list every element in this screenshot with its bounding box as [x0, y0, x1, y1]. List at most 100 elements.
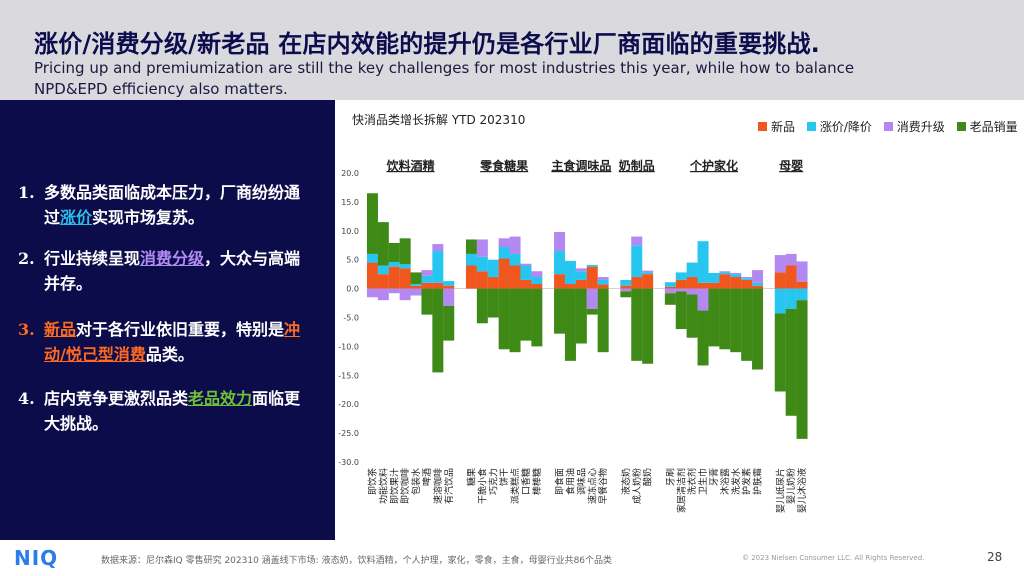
bar-segment-premium [686, 288, 698, 295]
bar-segment-old [686, 294, 698, 338]
bar-segment-old [421, 288, 433, 315]
group-label: 零食糖果 [479, 158, 528, 173]
bar-segment-premium [597, 277, 609, 280]
key-point-text-part: 品类。 [145, 345, 194, 364]
bar-segment-price [366, 253, 378, 263]
legend-item-old: 老品销量 [956, 118, 1018, 135]
category-label: 液态奶 [620, 468, 632, 495]
bar-segment-premium [410, 288, 422, 296]
y-tick-label: 20.0 [341, 169, 359, 178]
category-label: 干脆小食 [476, 468, 488, 504]
legend-label: 新品 [771, 120, 796, 134]
bar-segment-new [774, 272, 786, 289]
key-point-text: 行业持续呈现消费分级，大众与高端并存。 [44, 246, 314, 296]
category-label: 有汽饮品 [443, 468, 455, 504]
bar-segment-price [597, 279, 609, 285]
bar-segment-premium [554, 231, 566, 252]
bar-segment-premium [509, 236, 521, 254]
bar-segment-price [465, 253, 477, 266]
group-label: 奶制品 [619, 158, 655, 173]
key-point-text-part: 面临更大挑战。 [44, 389, 301, 433]
bar-segment-old [620, 291, 632, 298]
category-label: 棒棒糖 [531, 468, 543, 495]
bar-segment-price [531, 277, 543, 284]
category-label: 护肤霜 [752, 468, 764, 495]
key-point-text-part: 多数品类面临成本压力，厂商纷纷通过 [44, 183, 301, 227]
category-label: 家居清洁剂 [675, 468, 687, 513]
bar-segment-price [388, 262, 400, 267]
bar-segment-premium [476, 239, 488, 257]
category-label: 婴儿纸尿片 [774, 468, 786, 513]
category-label: 巧克力 [487, 468, 499, 495]
key-point-text-part: 实现市场复苏。 [92, 208, 205, 227]
bar-segment-price [631, 245, 643, 278]
bar-segment-new [796, 281, 808, 289]
legend-label: 消费升级 [896, 120, 945, 134]
bar-segment-price [642, 272, 654, 275]
bar-segment-price [675, 272, 687, 280]
bar-segment-price [476, 256, 488, 272]
bar-segment-price [697, 241, 709, 283]
bar-segment-price [664, 282, 676, 287]
group-label: 主食调味品 [551, 158, 611, 173]
bar-segment-price [708, 272, 720, 283]
bar-segment-price [487, 259, 499, 278]
bar-segment-old [388, 242, 400, 263]
bar-segment-new [664, 286, 676, 289]
bar-segment-new [620, 285, 632, 289]
key-point-text: 多数品类面临成本压力，厂商纷纷通过涨价实现市场复苏。 [44, 180, 314, 230]
y-tick-label: -15.0 [338, 371, 359, 380]
bar-segment-premium [719, 271, 731, 273]
bar-segment-new [697, 282, 709, 289]
page-number: 28 [987, 550, 1003, 564]
bar-segment-new [730, 277, 742, 289]
bar-segment-new [708, 282, 720, 289]
bar-segment-old [498, 288, 510, 350]
bar-segment-new [509, 265, 521, 289]
bar-segment-old [774, 313, 786, 392]
niq-logo: NIQ [14, 546, 59, 570]
category-label: 即饮咖啡 [399, 468, 411, 504]
category-label: 即饮茶 [366, 468, 378, 495]
bar-segment-old [664, 293, 676, 305]
bar-segment-old [586, 308, 598, 315]
copyright-note: © 2023 Nielsen Consumer LLC. All Rights … [742, 554, 925, 562]
bar-segment-price [741, 278, 753, 280]
category-label: 婴儿奶粉 [785, 468, 797, 504]
bar-segment-price [575, 271, 587, 280]
bar-segment-premium [377, 288, 389, 301]
bar-segment-premium [697, 288, 709, 311]
growth-breakdown-chart: 20.0 15.0 10.0 5.0 0.0 -5.0 -10.0 -15.0 -20.0 -25… [338, 158, 808, 513]
bar-segment-old [476, 288, 488, 324]
key-point-number: 1. [18, 183, 35, 202]
data-source-note: 数据来源：尼尔森IQ 零售研究 202310 涵盖线下市场: 液态奶，饮料酒精，… [101, 556, 613, 566]
category-label: 糖果 [465, 468, 477, 486]
key-point-text-part: 店内竞争更激烈品类 [44, 389, 189, 408]
bar-segment-premium [796, 261, 808, 282]
key-point-number: 4. [18, 389, 35, 408]
bar-segment-new [476, 271, 488, 289]
category-label: 即食面 [554, 468, 566, 495]
category-label: 食用油 [564, 468, 576, 495]
highlight-existing-products: 老品效力 [188, 389, 253, 408]
bar-segment-new [421, 282, 433, 289]
category-label: 洗发水 [730, 468, 742, 495]
bar-segment-new [675, 279, 687, 289]
bar-segment-old [752, 288, 764, 370]
legend-item-premium: 消费升级 [883, 118, 945, 135]
bar-segment-premium [432, 244, 444, 252]
bar-segment-premium [575, 268, 587, 272]
bar-segment-old [697, 310, 709, 366]
bar-segment-premium [741, 277, 753, 279]
highlight-new-products: 新品 [44, 320, 77, 339]
category-label: 卫生巾 [697, 468, 709, 495]
bar-segment-price [730, 274, 742, 278]
bar-segment-price [752, 282, 764, 286]
key-points-panel: 1. 多数品类面临成本压力，厂商纷纷通过涨价实现市场复苏。 2. 行业持续呈现消… [0, 100, 335, 540]
bar-segment-new [564, 283, 576, 289]
bar-segment-premium [631, 236, 643, 246]
bar-segment-premium [443, 288, 455, 306]
page-title: 涨价/消费分级/新老品 在店内效能的提升仍是各行业厂商面临的重要挑战. [34, 30, 821, 58]
bar-segment-new [399, 268, 411, 289]
bar-segment-new [686, 277, 698, 289]
